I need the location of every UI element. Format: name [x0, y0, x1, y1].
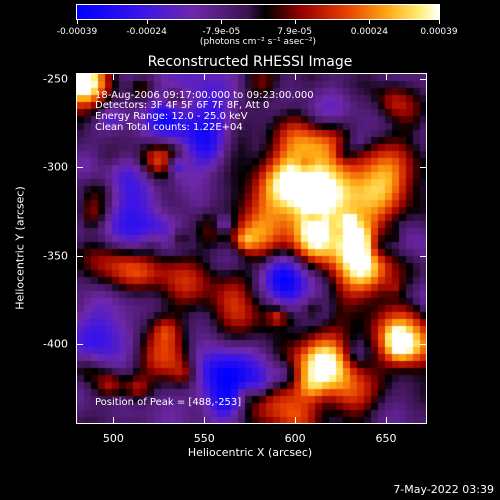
colorbar-tick-label: 7.9e-05	[277, 27, 312, 37]
detectors-text: Detectors: 3F 4F 5F 6F 7F 8F, Att 0	[95, 100, 270, 111]
x-tick-mark	[113, 417, 115, 423]
peak-position-text: Position of Peak = [488,-253]	[95, 397, 242, 408]
x-tick-mark	[295, 74, 297, 80]
colorbar-tick-label: 0.00024	[350, 27, 388, 37]
colorbar	[76, 4, 440, 20]
y-tick-label: -400	[43, 337, 68, 351]
x-tick-mark	[295, 417, 297, 423]
y-tick-mark	[420, 343, 426, 345]
y-tick-mark	[77, 255, 83, 257]
x-tick-mark	[204, 74, 206, 80]
timestamp: 7-May-2022 03:39	[393, 483, 494, 496]
colorbar-tick-label: -7.9e-05	[202, 27, 241, 37]
x-tick-label: 600	[284, 432, 306, 445]
colorbar-tick	[221, 20, 223, 24]
y-tick-label: -300	[43, 160, 68, 174]
plot-title: Reconstructed RHESSI Image	[147, 54, 353, 70]
y-tick-mark	[420, 167, 426, 169]
clean-counts-text: Clean Total counts: 1.22E+04	[95, 122, 243, 133]
x-tick-label: 500	[102, 432, 124, 445]
colorbar-tick-label: -0.00024	[126, 27, 167, 37]
colorbar-tick	[77, 20, 78, 24]
heatmap-image	[77, 74, 426, 423]
colorbar-tick	[369, 20, 371, 24]
y-tick-mark	[77, 167, 83, 169]
y-tick-mark	[77, 79, 83, 81]
y-tick-mark	[420, 255, 426, 257]
y-tick-mark	[77, 343, 83, 345]
y-tick-label: -350	[43, 249, 68, 263]
y-axis-label: Heliocentric Y (arcsec)	[13, 186, 27, 310]
colorbar-tick-label: 0.00039	[420, 27, 458, 37]
x-tick-label: 650	[375, 432, 397, 445]
colorbar-tick	[146, 20, 148, 24]
x-tick-mark	[204, 417, 206, 423]
y-tick-mark	[420, 79, 426, 81]
x-tick-mark	[386, 417, 387, 423]
y-tick-label: -250	[43, 72, 68, 86]
colorbar-units: (photons cm⁻² s⁻¹ asec⁻²)	[199, 37, 317, 47]
x-axis-label: Heliocentric X (arcsec)	[187, 446, 313, 459]
x-tick-mark	[113, 74, 115, 80]
colorbar-tick	[439, 20, 440, 24]
x-tick-mark	[386, 74, 387, 80]
colorbar-tick	[294, 20, 296, 24]
energy-range-text: Energy Range: 12.0 - 25.0 keV	[95, 111, 248, 122]
colorbar-tick-label: -0.00039	[56, 27, 98, 37]
image-plot	[76, 73, 427, 424]
time-range-text: 18-Aug-2006 09:17:00.000 to 09:23:00.000	[95, 90, 314, 101]
x-tick-label: 550	[193, 432, 215, 445]
